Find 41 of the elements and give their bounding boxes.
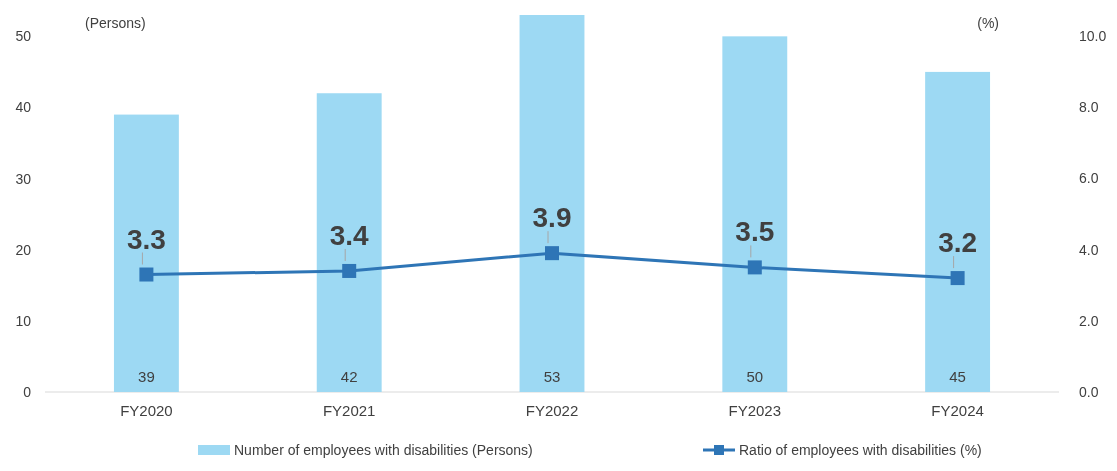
data-label: 39 — [138, 368, 155, 385]
y2-tick-label: 2.0 — [1079, 312, 1099, 329]
data-label: 45 — [949, 368, 966, 385]
x-tick-label: FY2023 — [728, 402, 782, 419]
point — [139, 267, 154, 282]
bar — [925, 71, 991, 392]
x-tick-label: FY2024 — [931, 402, 984, 419]
data-label: 3.9 — [532, 202, 572, 234]
y2-tick-label: 6.0 — [1079, 170, 1099, 187]
data-label: 50 — [746, 368, 764, 385]
y-tick-label: 50 — [15, 28, 32, 45]
y-axis-title: (Persons) — [85, 15, 146, 31]
data-label: 3.2 — [938, 227, 978, 259]
x-tick-label: FY2021 — [322, 402, 376, 419]
data-label: 3.4 — [329, 219, 370, 251]
y-tick-label: 0 — [23, 384, 32, 400]
y-tick-label: 10 — [15, 312, 32, 329]
x-tick-label: FY2022 — [525, 402, 579, 419]
data-label: 53 — [543, 368, 561, 385]
bar — [519, 15, 585, 392]
y2-tick-label: 0.0 — [1079, 384, 1099, 400]
y-tick-label: 30 — [15, 170, 32, 187]
y2-tick-label: 10.0 — [1079, 28, 1107, 44]
point — [747, 260, 762, 275]
y2-tick-label: 4.0 — [1079, 241, 1099, 258]
y-tick-label: 20 — [15, 241, 32, 258]
legend-label: Number of employees with disabilities (Persons) — [234, 442, 533, 458]
data-label: 42 — [340, 368, 358, 385]
y2-tick-label: 8.0 — [1079, 99, 1099, 116]
legend-label: Ratio of employees with disabilities (%) — [739, 442, 982, 458]
y2-axis-title: (%) — [977, 15, 999, 31]
y-tick-label: 40 — [15, 99, 32, 116]
data-label: 3.3 — [126, 223, 166, 255]
bar — [316, 93, 382, 392]
point — [342, 263, 357, 278]
bar — [722, 36, 788, 392]
bar — [113, 114, 179, 392]
x-tick-label: FY2020 — [120, 402, 173, 419]
point — [545, 246, 559, 261]
data-label: 3.5 — [735, 216, 775, 248]
point — [950, 271, 965, 286]
